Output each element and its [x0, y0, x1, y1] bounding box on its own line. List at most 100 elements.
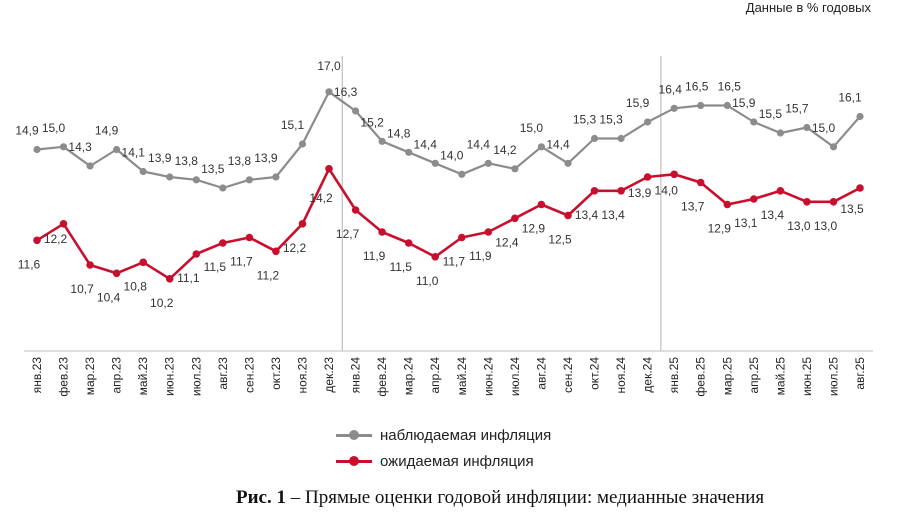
data-point-observed	[272, 173, 280, 181]
x-tick-label: июл.24	[508, 357, 522, 396]
data-point-observed	[192, 176, 200, 184]
data-point-observed	[405, 148, 413, 156]
data-point-expected	[272, 247, 280, 256]
data-point-expected	[165, 275, 174, 283]
data-point-expected	[776, 187, 785, 195]
data-point-observed	[113, 145, 121, 154]
x-tick-label: окт.24	[588, 357, 602, 390]
x-tick-label: ноя.24	[614, 357, 628, 394]
legend-item-expected: ожидаемая инфляция	[336, 448, 551, 474]
x-tick-label: июн.24	[481, 357, 495, 396]
data-point-expected	[245, 233, 254, 242]
data-point-observed	[776, 129, 785, 137]
x-tick-label: июл.25	[827, 357, 841, 396]
data-label-observed: 15,3	[573, 113, 597, 127]
data-point-expected	[431, 252, 440, 261]
legend-swatch-observed	[336, 428, 372, 442]
x-tick-label: янв.25	[667, 357, 681, 394]
data-point-observed	[617, 134, 625, 143]
data-label-expected: 14,0	[655, 183, 679, 197]
data-label-observed: 14,0	[440, 148, 464, 162]
figure-caption-text: – Прямые оценки годовой инфляции: медиан…	[286, 487, 765, 508]
data-label-observed: 16,3	[334, 85, 358, 99]
data-label-expected: 11,5	[204, 260, 227, 274]
data-label-observed: 15,0	[812, 121, 836, 135]
data-point-expected	[590, 187, 599, 195]
data-point-observed	[590, 134, 599, 143]
data-label-observed: 13,5	[201, 162, 225, 176]
data-point-observed	[829, 143, 838, 151]
data-point-observed	[644, 118, 652, 126]
data-label-observed: 14,9	[95, 124, 119, 138]
data-label-observed: 15,0	[42, 121, 66, 135]
data-label-expected: 11,6	[18, 257, 41, 271]
x-tick-label: фев.23	[57, 357, 71, 397]
data-label-expected: 11,5	[389, 260, 412, 274]
legend-swatch-expected	[336, 454, 372, 468]
data-label-observed: 14,2	[493, 143, 517, 157]
data-point-expected	[112, 269, 121, 278]
data-point-observed	[803, 123, 811, 132]
data-label-expected: 10,7	[70, 282, 94, 296]
data-point-observed	[166, 173, 174, 181]
figure-caption-label: Рис. 1	[236, 487, 286, 508]
x-tick-label: авг.23	[216, 357, 230, 390]
data-label-expected: 11,2	[257, 268, 280, 282]
data-label-observed: 15,2	[360, 115, 384, 129]
data-point-observed	[458, 170, 466, 178]
data-point-expected	[378, 228, 386, 236]
x-tick-label: янв.23	[30, 357, 44, 394]
data-point-expected	[564, 211, 572, 220]
data-label-observed: 14,9	[15, 124, 39, 138]
data-point-observed	[59, 143, 68, 151]
x-tick-label: дек.24	[641, 357, 655, 393]
data-label-observed: 14,3	[68, 140, 92, 154]
data-label-expected: 12,5	[548, 233, 572, 247]
data-point-observed	[564, 159, 572, 167]
data-label-observed: 14,4	[467, 137, 491, 151]
data-label-observed: 14,1	[122, 146, 146, 160]
data-label-observed: 13,9	[254, 151, 278, 165]
data-point-observed	[697, 101, 705, 110]
data-point-observed	[325, 88, 333, 96]
data-label-observed: 14,4	[414, 137, 438, 151]
data-label-expected: 11,9	[469, 249, 492, 263]
data-point-observed	[856, 112, 864, 121]
data-label-expected: 13,9	[628, 186, 652, 200]
data-point-expected	[458, 233, 466, 242]
data-label-observed: 16,1	[838, 91, 862, 105]
data-label-observed: 15,5	[759, 107, 783, 121]
data-label-expected: 13,4	[761, 208, 785, 222]
data-point-expected	[86, 261, 94, 269]
data-point-observed	[245, 176, 253, 184]
data-point-expected	[511, 214, 519, 223]
data-point-expected	[750, 195, 758, 203]
data-point-expected	[696, 178, 705, 187]
legend-label-expected: ожидаемая инфляция	[380, 452, 534, 470]
data-label-observed: 13,9	[148, 151, 172, 165]
x-tick-label: апр.23	[110, 357, 124, 394]
x-tick-label: мар.23	[83, 357, 97, 396]
x-tick-label: фев.24	[375, 357, 389, 397]
data-point-expected	[192, 250, 201, 258]
x-tick-label: май.23	[136, 357, 150, 396]
x-tick-label: апр.24	[428, 357, 442, 394]
data-label-observed: 15,9	[626, 96, 650, 110]
data-label-expected: 12,9	[708, 222, 732, 236]
data-point-expected	[617, 187, 625, 195]
data-label-observed: 15,7	[785, 102, 809, 116]
data-label-observed: 13,8	[228, 154, 252, 168]
data-label-expected: 12,7	[336, 227, 360, 241]
data-label-observed: 14,8	[387, 126, 411, 140]
data-label-expected: 13,5	[840, 202, 864, 216]
data-point-expected	[856, 184, 864, 192]
data-point-observed	[537, 143, 546, 151]
data-point-expected	[803, 198, 811, 206]
series-line-observed	[36, 90, 861, 190]
unit-note: Данные в % годовых	[745, 0, 871, 15]
x-tick-label: июн.23	[163, 357, 177, 396]
data-label-expected: 11,0	[416, 274, 439, 288]
x-tick-label: ноя.23	[296, 357, 310, 394]
data-point-expected	[723, 200, 732, 209]
legend-item-observed: наблюдаемая инфляция	[336, 422, 551, 448]
